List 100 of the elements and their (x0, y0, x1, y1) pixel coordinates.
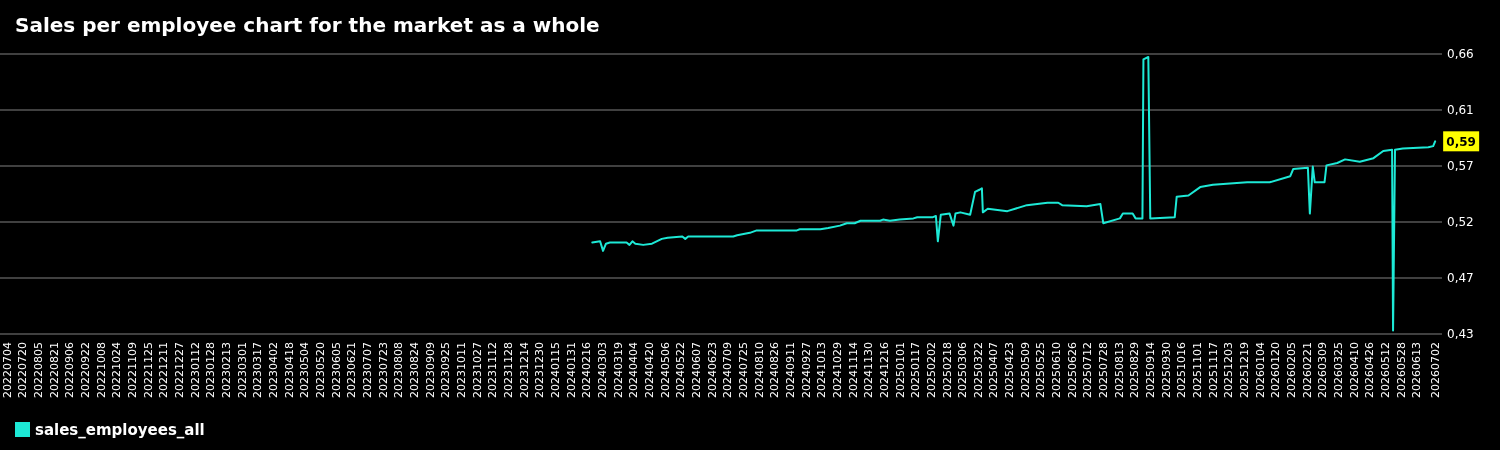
x-tick-label: 20230128 (204, 342, 218, 398)
x-tick-label: 20231128 (501, 342, 515, 398)
y-tick-label: 0,61 (1447, 103, 1474, 118)
x-tick-label: 20250914 (1144, 342, 1158, 398)
x-tick-label: 20241013 (815, 342, 829, 398)
x-tick-label: 20250829 (1128, 342, 1142, 398)
x-tick-label: 20230723 (376, 342, 390, 398)
x-tick-label: 20221008 (94, 342, 108, 398)
x-tick-label: 20230504 (298, 342, 312, 398)
x-tick-label: 20230925 (439, 342, 453, 398)
x-tick-label: 20230301 (235, 342, 249, 398)
x-tick-label: 20240522 (674, 342, 688, 398)
x-tick-label: 20240911 (783, 342, 797, 398)
x-tick-label: 20241216 (877, 342, 891, 398)
x-tick-label: 20250525 (1034, 342, 1048, 398)
x-tick-label: 20260702 (1429, 342, 1442, 398)
x-tick-label: 20230213 (219, 342, 233, 398)
x-tick-label: 20260410 (1347, 342, 1361, 398)
x-tick-label: 20260426 (1363, 342, 1377, 398)
x-tick-label: 20231027 (470, 342, 484, 398)
x-tick-label: 20250218 (940, 342, 954, 398)
x-tick-label: 20240607 (689, 342, 703, 398)
x-tick-label: 20221125 (141, 342, 155, 398)
x-tick-label: 20231230 (533, 342, 547, 398)
x-tick-label: 20231214 (517, 342, 531, 398)
x-tick-label: 20240420 (642, 342, 656, 398)
x-tick-label: 20250712 (1081, 342, 1095, 398)
x-tick-label: 20240216 (580, 342, 594, 398)
line-series (591, 56, 1437, 332)
x-tick-label: 20250202 (924, 342, 938, 398)
x-tick-label: 20240506 (658, 342, 672, 398)
x-tick-label: 20220922 (79, 342, 93, 398)
x-tick-label: 20250930 (1159, 342, 1173, 398)
x-tick-label: 20230418 (282, 342, 296, 398)
x-tick-label: 20250423 (1003, 342, 1017, 398)
x-tick-label: 20250626 (1065, 342, 1079, 398)
x-tick-label: 20260512 (1379, 342, 1393, 398)
x-tick-label: 20220906 (63, 342, 77, 398)
x-tick-label: 20260528 (1394, 342, 1408, 398)
x-tick-label: 20240725 (736, 342, 750, 398)
x-tick-label: 20241029 (830, 342, 844, 398)
x-tick-label: 20230707 (360, 342, 374, 398)
x-tick-label: 20230520 (313, 342, 327, 398)
x-tick-label: 20240319 (611, 342, 625, 398)
x-tick-label: 20240709 (721, 342, 735, 398)
x-tick-label: 20240927 (799, 342, 813, 398)
x-tick-label: 20221211 (157, 342, 171, 398)
x-tick-label: 20251219 (1238, 342, 1252, 398)
y-tick-label: 0,66 (1447, 47, 1474, 62)
x-tick-label: 20221109 (126, 342, 140, 398)
x-tick-label: 20221024 (110, 342, 124, 398)
x-tick-label: 20220704 (0, 342, 14, 398)
x-tick-label: 20251117 (1206, 342, 1220, 398)
x-tick-label: 20260613 (1410, 342, 1424, 398)
x-tick-label: 20230621 (345, 342, 359, 398)
x-tick-label: 20231011 (454, 342, 468, 398)
y-tick-label: 0,47 (1447, 271, 1474, 286)
x-tick-label: 20250728 (1097, 342, 1111, 398)
x-tick-label: 20260120 (1269, 342, 1283, 398)
x-tick-label: 20250509 (1018, 342, 1032, 398)
x-tick-label: 20240404 (627, 342, 641, 398)
x-tick-label: 20240303 (595, 342, 609, 398)
x-tick-label: 20250322 (971, 342, 985, 398)
x-tick-label: 20251016 (1175, 342, 1189, 398)
x-tick-label: 20230402 (266, 342, 280, 398)
x-tick-label: 20240131 (564, 342, 578, 398)
x-tick-label: 20230909 (423, 342, 437, 398)
x-tick-label: 20250407 (987, 342, 1001, 398)
x-tick-label: 20260221 (1300, 342, 1314, 398)
x-tick-label: 20240826 (768, 342, 782, 398)
x-tick-label: 20230808 (392, 342, 406, 398)
x-tick-label: 20231112 (486, 342, 500, 398)
x-tick-label: 20240623 (705, 342, 719, 398)
chart-title: Sales per employee chart for the market as a whole (15, 13, 600, 37)
x-tick-label: 20260325 (1332, 342, 1346, 398)
x-tick-label: 20250813 (1112, 342, 1126, 398)
annotation: 0,59 (1446, 134, 1476, 149)
y-tick-label: 0,52 (1447, 215, 1474, 230)
x-tick-label: 20260205 (1285, 342, 1299, 398)
x-tick-label: 20240115 (548, 342, 562, 398)
x-tick-label: 20220805 (32, 342, 46, 398)
x-tick-label: 20250306 (956, 342, 970, 398)
x-tick-label: 20230317 (251, 342, 265, 398)
y-tick-label: 0,43 (1447, 327, 1474, 342)
x-tick-label: 20260309 (1316, 342, 1330, 398)
y-tick-label: 0,57 (1447, 159, 1474, 174)
x-tick-label: 20240810 (752, 342, 766, 398)
x-tick-label: 20250101 (893, 342, 907, 398)
x-tick-label: 20260104 (1253, 342, 1267, 398)
x-tick-label: 20230824 (407, 342, 421, 398)
x-tick-label: 20221227 (173, 342, 186, 398)
x-tick-label: 20220720 (16, 342, 30, 398)
x-tick-label: 20220821 (47, 342, 61, 398)
x-tick-label: 20251101 (1191, 342, 1205, 398)
x-tick-label: 20250610 (1050, 342, 1064, 398)
x-tick-label: 20230112 (188, 342, 202, 398)
legend-label: sales_employees_all (35, 421, 205, 440)
x-tick-label: 20251203 (1222, 342, 1236, 398)
x-tick-label: 20250117 (909, 342, 923, 398)
x-tick-label: 20241130 (862, 342, 876, 398)
